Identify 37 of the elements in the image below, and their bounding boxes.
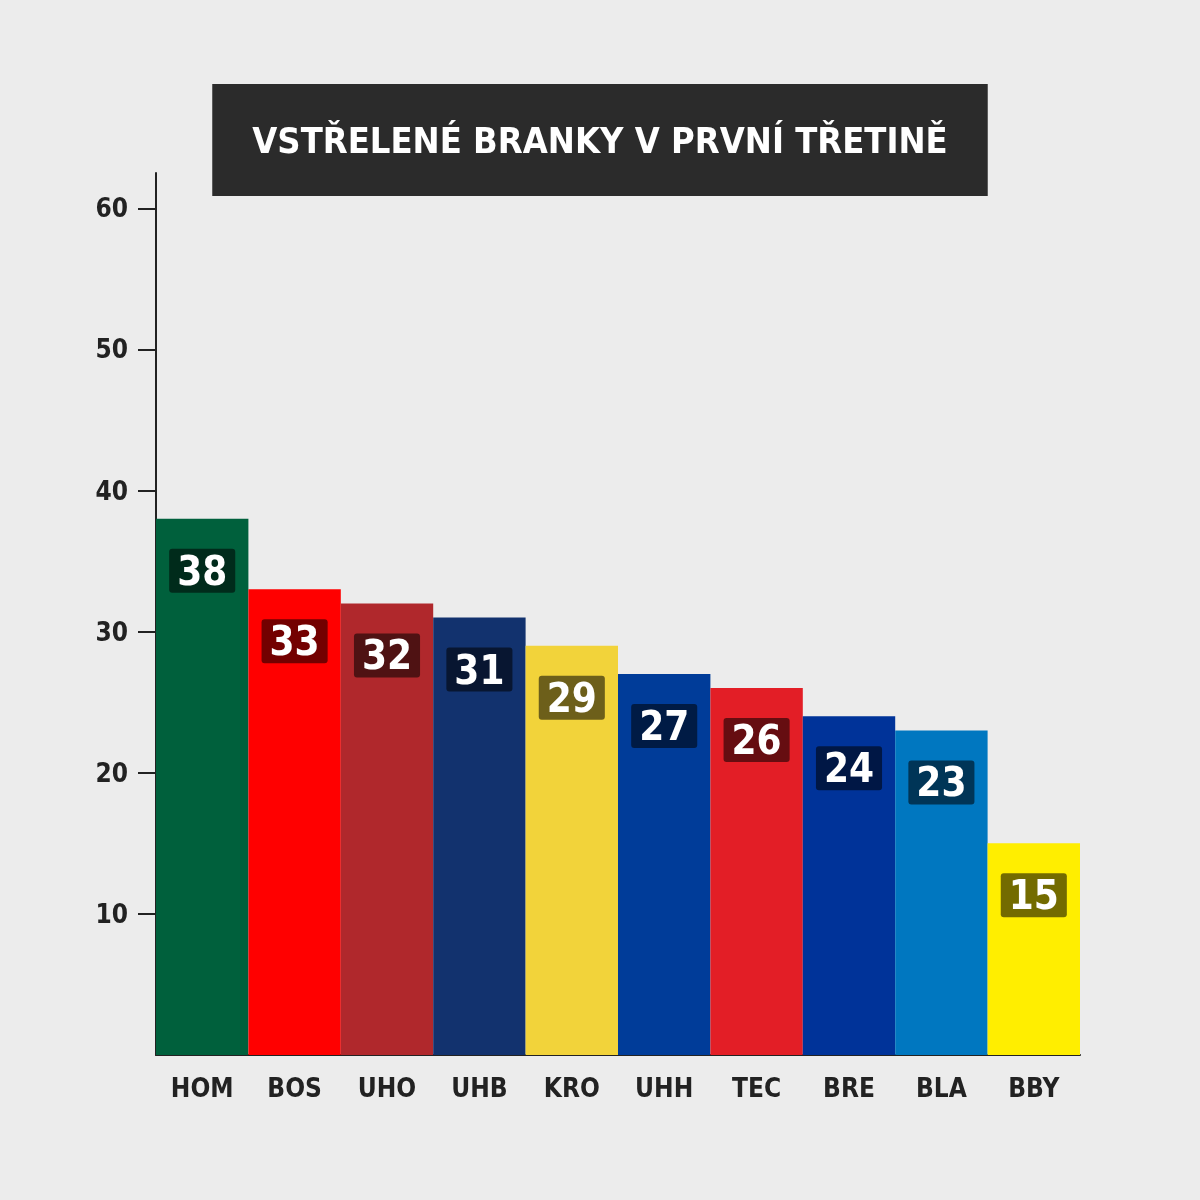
y-tick-label: 40	[95, 475, 128, 506]
bar	[156, 518, 249, 1055]
data-label: 24	[823, 745, 875, 792]
x-tick-label: UHB	[451, 1073, 508, 1103]
bar	[987, 843, 1080, 1055]
y-tick-label: 30	[95, 616, 128, 647]
x-tick-label: HOM	[170, 1073, 234, 1103]
data-label: 23	[916, 759, 967, 806]
bar	[710, 688, 803, 1055]
x-tick-label: UHO	[357, 1073, 417, 1103]
y-tick-label: 50	[95, 334, 128, 365]
x-tick-label: BBY	[1008, 1073, 1061, 1103]
bar	[802, 716, 896, 1055]
data-label: 33	[269, 618, 320, 665]
data-label: 26	[731, 717, 782, 764]
x-tick-label: TEC	[732, 1073, 782, 1103]
bar	[248, 589, 341, 1055]
data-label: 15	[1008, 872, 1059, 919]
data-label: 38	[177, 547, 228, 594]
data-label: 29	[546, 674, 597, 721]
data-label: 31	[454, 646, 505, 693]
bar	[340, 603, 434, 1055]
y-tick-label: 60	[95, 193, 128, 224]
x-tick-label: KRO	[543, 1073, 600, 1103]
y-tick-label: 20	[95, 757, 128, 788]
chart-title: VSTŘELENÉ BRANKY V PRVNÍ TŘETINĚ	[252, 119, 948, 161]
data-label: 32	[361, 632, 413, 679]
x-tick-label: BRE	[823, 1073, 875, 1103]
data-label: 27	[639, 702, 690, 749]
bar	[433, 617, 526, 1055]
bar	[895, 730, 988, 1055]
y-tick-label: 10	[95, 898, 128, 929]
x-tick-label: BLA	[915, 1073, 967, 1103]
x-tick-label: BOS	[267, 1073, 322, 1103]
bar	[525, 645, 618, 1055]
x-tick-label: UHH	[635, 1073, 694, 1103]
bar	[618, 673, 711, 1055]
